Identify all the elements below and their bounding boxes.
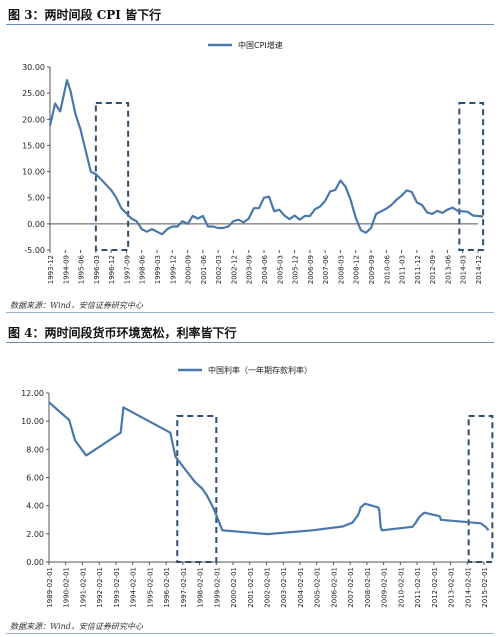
source-divider xyxy=(6,633,494,634)
legend-label: 中国利率（一年期存款利率） xyxy=(208,365,312,375)
title-divider xyxy=(6,342,494,343)
source-note: 数据来源：Wind，安信证券研究中心 xyxy=(10,301,143,310)
figure-cpi: 图 3：两时间段 CPI 皆下行 -5.00 0.00 5.00 10.00 15.00… xyxy=(0,0,500,318)
y-tick-label: 25.00 xyxy=(22,89,45,98)
y-tick-label: 2.00 xyxy=(26,530,44,539)
x-tick-label: 2002-02-01 xyxy=(264,567,272,608)
x-tick-label: 1996-03 xyxy=(93,255,101,284)
x-tick-label: 2013-02-01 xyxy=(448,567,456,608)
x-tick-label: 2011-12 xyxy=(414,255,422,284)
series-line xyxy=(48,401,490,536)
x-tick-label: 1994-09 xyxy=(62,255,70,284)
highlight-box xyxy=(94,102,130,251)
y-tick-label: 20.00 xyxy=(22,115,45,124)
x-tick-label: 2001-02-01 xyxy=(247,567,255,608)
x-tick-label: 1996-12 xyxy=(108,255,116,284)
highlight-box xyxy=(176,415,218,563)
x-tick-label: 2014-02-01 xyxy=(464,567,472,608)
x-tick-label: 1993-02-01 xyxy=(113,567,121,608)
x-tick-label: 2014-03 xyxy=(460,255,468,284)
x-tick-label: 2012-09 xyxy=(429,255,437,284)
x-tick-label: 1995-02-01 xyxy=(146,567,154,608)
x-tick-label: 1995-06 xyxy=(78,254,86,284)
x-tick-label: 2009-09 xyxy=(368,255,376,284)
x-tick-label: 2014-12 xyxy=(475,255,483,284)
x-tick-label: 1993-12 xyxy=(47,255,55,284)
x-tick-label: 2006-02-01 xyxy=(330,567,338,608)
highlight-box xyxy=(467,415,494,563)
y-tick-label: 30.00 xyxy=(22,63,45,72)
x-tick-label: 1999-02-01 xyxy=(213,567,221,608)
x-tick-label: 1994-02-01 xyxy=(130,567,138,608)
x-tick-label: 2010-06 xyxy=(383,254,391,284)
x-tick-label: 1997-09 xyxy=(123,255,131,284)
x-tick-label: 1999-03 xyxy=(154,255,162,284)
x-tick-label: 2003-09 xyxy=(246,255,254,284)
highlight-box xyxy=(458,102,485,251)
x-tick-label: 2008-03 xyxy=(337,255,345,284)
source-note: 数据来源：Wind，安信证券研究中心 xyxy=(10,622,143,631)
x-tick-label: 2002-03 xyxy=(215,255,223,284)
x-tick-label: 1992-02-01 xyxy=(96,567,104,608)
x-tick-label: 2015-02-01 xyxy=(481,567,489,608)
x-tick-label: 2008-12 xyxy=(353,255,361,284)
series-line xyxy=(48,78,484,236)
x-tick-label: 2006-09 xyxy=(307,255,315,284)
x-tick-label: 2012-02-01 xyxy=(431,567,439,608)
figure-title: 图 3：两时间段 CPI 皆下行 xyxy=(8,8,162,22)
x-tick-label: 2010-02-01 xyxy=(397,567,405,608)
y-tick-label: 10.00 xyxy=(22,168,45,177)
x-tick-label: 1997-02-01 xyxy=(180,567,188,608)
title-divider xyxy=(6,24,494,25)
x-tick-label: 2004-06 xyxy=(261,254,269,284)
y-tick-label: -5.00 xyxy=(24,246,45,255)
y-tick-label: 4.00 xyxy=(26,502,44,511)
x-tick-label: 2001-06 xyxy=(200,254,208,284)
y-tick-label: 10.00 xyxy=(21,417,44,426)
x-tick-label: 2008-02-01 xyxy=(364,567,372,608)
x-tick-label: 1990-02-01 xyxy=(63,567,71,608)
legend-label: 中国CPI增速 xyxy=(238,40,283,50)
x-tick-label: 2005-12 xyxy=(292,255,300,284)
y-tick-label: 5.00 xyxy=(27,194,45,203)
y-tick-label: 15.00 xyxy=(22,141,45,150)
y-tick-label: 0.00 xyxy=(26,558,44,567)
x-tick-label: 2009-02-01 xyxy=(381,567,389,608)
x-tick-label: 1999-12 xyxy=(169,255,177,284)
x-tick-label: 2003-02-01 xyxy=(280,567,288,608)
x-tick-label: 2011-03 xyxy=(399,255,407,284)
source-divider xyxy=(6,312,494,313)
y-tick-label: 6.00 xyxy=(26,474,44,483)
y-tick-label: 0.00 xyxy=(27,220,45,229)
x-tick-label: 2007-02-01 xyxy=(347,567,355,608)
y-tick-label: 12.00 xyxy=(21,389,44,398)
x-tick-label: 1996-02-01 xyxy=(163,567,171,608)
x-tick-label: 2011-02-01 xyxy=(414,567,422,608)
x-tick-label: 2002-12 xyxy=(230,255,238,284)
x-tick-label: 2000-02-01 xyxy=(230,567,238,608)
x-tick-label: 2007-06 xyxy=(322,254,330,284)
x-tick-label: 2000-09 xyxy=(185,255,193,284)
figure-title: 图 4：两时间段货币环境宽松，利率皆下行 xyxy=(8,326,237,340)
cpi-chart: -5.00 0.00 5.00 10.00 15.00 20.00 25.00 30.00 19… xyxy=(22,40,485,284)
x-tick-label: 2005-02-01 xyxy=(314,567,322,608)
figure-interest-rate: 图 4：两时间段货币环境宽松，利率皆下行 0.00 2.00 4.00 6.00 8.0… xyxy=(0,318,500,637)
x-tick-label: 1998-06 xyxy=(139,254,147,284)
x-tick-label: 2005-03 xyxy=(276,255,284,284)
x-tick-label: 2013-06 xyxy=(444,254,452,284)
y-tick-label: 8.00 xyxy=(26,445,44,454)
x-tick-label: 2004-02-01 xyxy=(297,567,305,608)
x-tick-label: 1998-02-01 xyxy=(197,567,205,608)
x-tick-label: 1989-02-01 xyxy=(46,567,54,608)
x-tick-label: 1991-02-01 xyxy=(79,567,87,608)
interest-rate-chart: 0.00 2.00 4.00 6.00 8.00 10.00 12.00 1989-02-01… xyxy=(21,365,494,608)
